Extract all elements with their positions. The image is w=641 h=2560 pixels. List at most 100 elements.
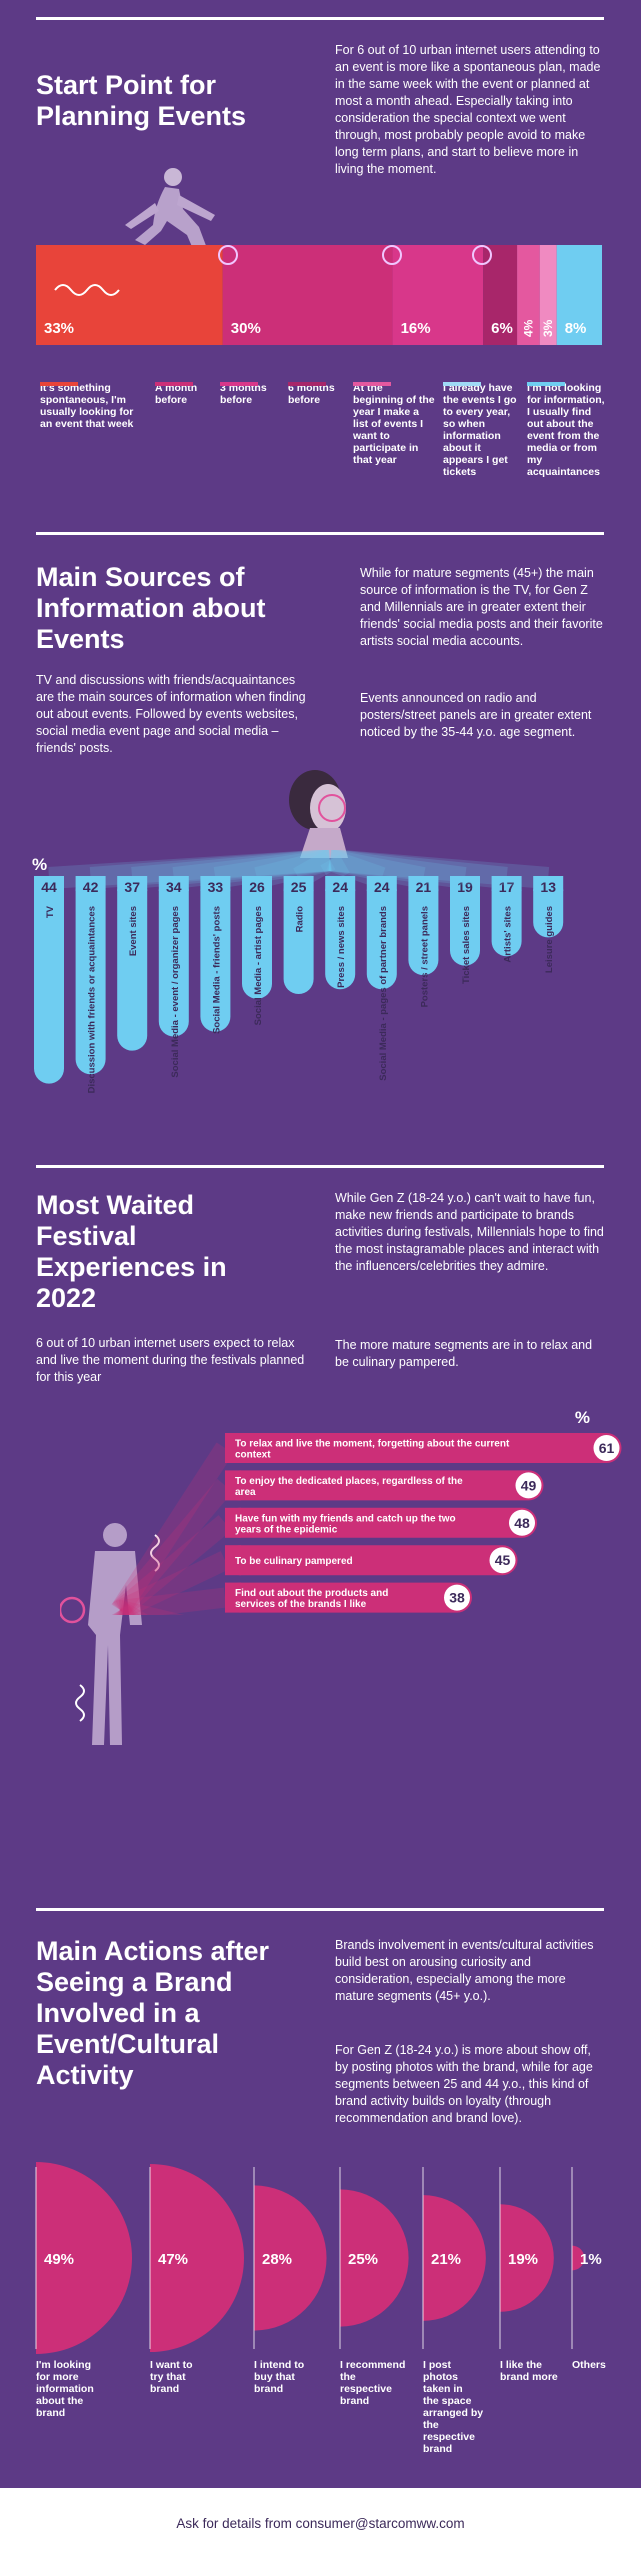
chart2-bar-top-7 <box>325 876 356 891</box>
chart1-legend-swatch <box>353 382 391 386</box>
chart2-bar-top-0 <box>34 876 64 891</box>
chart4-category-label-3: I recommend <box>340 2359 405 2371</box>
chart3-category-label-3: To be culinary pampered <box>235 1556 353 1567</box>
section2-rule <box>36 532 604 535</box>
chart2-bar-7 <box>325 876 356 990</box>
chart1-value-label-4: 4% <box>521 319 535 337</box>
chart4-category-label-4: respective <box>423 2431 475 2443</box>
chart1-decor-circle-2 <box>472 245 492 265</box>
man-figure-image <box>60 1523 160 1745</box>
chart3-category-label-1: To enjoy the dedicated places, regardles… <box>235 1476 463 1487</box>
section3-text-right-1: While Gen Z (18-24 y.o.) can't wait to h… <box>335 1191 604 1273</box>
chart2-value-label-2: 37 <box>124 879 140 895</box>
chart2-beam-3 <box>172 850 332 889</box>
chart2-category-label-2: Event sites <box>128 906 139 956</box>
chart4-category-label-4: photos <box>423 2371 458 2383</box>
chart1-segment-6 <box>556 245 602 345</box>
chart4-value-label-6: 1% <box>580 2251 602 2268</box>
chart4-category-label-6: Others <box>572 2359 606 2371</box>
chart4-category-label-3: respective <box>340 2383 392 2395</box>
chart4-half-circle-2 <box>254 2185 327 2331</box>
chart2-category-label-6: Radio <box>295 906 306 933</box>
section4-rule <box>36 1908 604 1911</box>
chart1-legend-swatch <box>527 382 565 386</box>
chart2-bar-top-2 <box>117 876 148 891</box>
chart4-value-label-0: 49% <box>44 2251 74 2268</box>
chart2-bar-top-3 <box>158 876 189 891</box>
chart2-value-label-1: 42 <box>83 879 99 895</box>
chart2-beam-1 <box>89 850 331 889</box>
chart3-bar-4 <box>225 1582 472 1613</box>
chart4-half-circle-0 <box>36 2162 132 2354</box>
chart2-svg: % 44 TV 42 Discussion with friends or acquai… <box>32 850 564 1093</box>
chart2-beam-5 <box>254 850 333 889</box>
chart3-unit-label: % <box>575 1408 590 1427</box>
chart2-bar-2 <box>117 876 148 1051</box>
section4-text-right-2: For Gen Z (18-24 y.o.) is more about sho… <box>335 2043 593 2125</box>
chart3-beam-2 <box>113 1515 232 1615</box>
chart4-value-label-5: 19% <box>508 2251 538 2268</box>
section2-text-right-1: While for mature segments (45+) the main… <box>360 566 603 648</box>
chart1-legend-item-3: 6 months before <box>288 382 350 406</box>
chart3-value-label-0: 61 <box>599 1440 615 1456</box>
chart2-value-label-4: 33 <box>208 879 224 895</box>
chart4-half-circle-3 <box>340 2189 409 2327</box>
chart1-legend-swatch <box>40 382 78 386</box>
chart4-category-label-2: I intend to <box>254 2359 304 2371</box>
chart2-bar-top-12 <box>533 876 564 891</box>
chart2-value-label-10: 19 <box>457 879 473 895</box>
chart4-category-label-2: buy that <box>254 2371 295 2383</box>
section2-text-left: TV and discussions with friends/acquaint… <box>36 673 306 755</box>
chart2-beam-7 <box>320 854 350 884</box>
chart2-bar-top-4 <box>200 876 231 891</box>
chart1-segment-0 <box>36 245 223 345</box>
chart3-category-label-0: context <box>235 1450 271 1461</box>
chart2-bar-top-6 <box>283 876 314 891</box>
footer-contact: Ask for details from consumer@starcomww.… <box>0 2488 641 2560</box>
chart3-value-label-1: 49 <box>521 1477 537 1493</box>
section1-text: For 6 out of 10 urban internet users att… <box>335 43 601 176</box>
chart4-half-circle-6 <box>572 2245 585 2271</box>
chart1-value-label-5: 3% <box>541 319 555 337</box>
chart3-value-bubble-0 <box>593 1435 620 1461</box>
chart2-value-label-6: 25 <box>291 879 307 895</box>
chart1-legend-label: At the beginning of the year I make a li… <box>353 382 435 466</box>
chart3-beam-0 <box>111 1442 234 1615</box>
chart1-svg: 33% 30% 16% 6% 4% 3% 8% <box>36 245 602 345</box>
chart2-bar-5 <box>242 876 272 999</box>
woman-portrait-image <box>289 770 348 858</box>
chart2-category-label-3: Social Media - event / organizer pages <box>170 906 181 1078</box>
chart2-bar-top-5 <box>242 876 272 891</box>
chart4-category-label-2: brand <box>254 2383 283 2395</box>
chart4-value-label-4: 21% <box>431 2251 461 2268</box>
chart1-legend-label: I already have the events I go to every … <box>443 382 517 478</box>
chart2-bar-top-11 <box>491 876 522 891</box>
chart4-category-label-4: brand <box>423 2443 452 2455</box>
chart2-category-label-10: Ticket sales sites <box>461 906 472 984</box>
chart2-beam-12 <box>329 850 550 889</box>
chart2-beam-6 <box>293 850 336 888</box>
section3-text-left: 6 out of 10 urban internet users expect … <box>36 1336 305 1384</box>
chart1-legend-item-4: At the beginning of the year I make a li… <box>353 382 435 466</box>
section3-title: Most Waited Festival Experiences in 2022 <box>36 1190 227 1313</box>
chart2-bar-top-9 <box>408 876 439 891</box>
chart2-beam-11 <box>328 850 508 889</box>
chart3-bar-2 <box>225 1507 537 1538</box>
section1-title: Start Point for Planning Events <box>36 70 247 131</box>
chart2-bar-11 <box>491 876 522 957</box>
chart4-category-label-1: try that <box>150 2371 186 2383</box>
chart1-decor-circle-0 <box>218 245 238 265</box>
chart1-segment-2 <box>392 245 484 345</box>
chart2-bar-8 <box>366 876 397 990</box>
chart2-bar-top-10 <box>450 876 480 891</box>
chart3-bar-start-3 <box>225 1545 241 1576</box>
chart1-decor-circle-1 <box>382 245 402 265</box>
chart2-category-label-7: Press / news sites <box>336 906 347 988</box>
chart3-category-label-2: years of the epidemic <box>235 1524 338 1535</box>
chart1-value-label-6: 8% <box>565 320 587 337</box>
chart3-value-bubble-2 <box>509 1509 535 1536</box>
chart2-value-label-5: 26 <box>249 879 265 895</box>
chart4-category-label-1: I want to <box>150 2359 193 2371</box>
section2-text-right-2: Events announced on radio and posters/st… <box>360 691 592 739</box>
chart4-value-label-1: 47% <box>158 2251 188 2268</box>
